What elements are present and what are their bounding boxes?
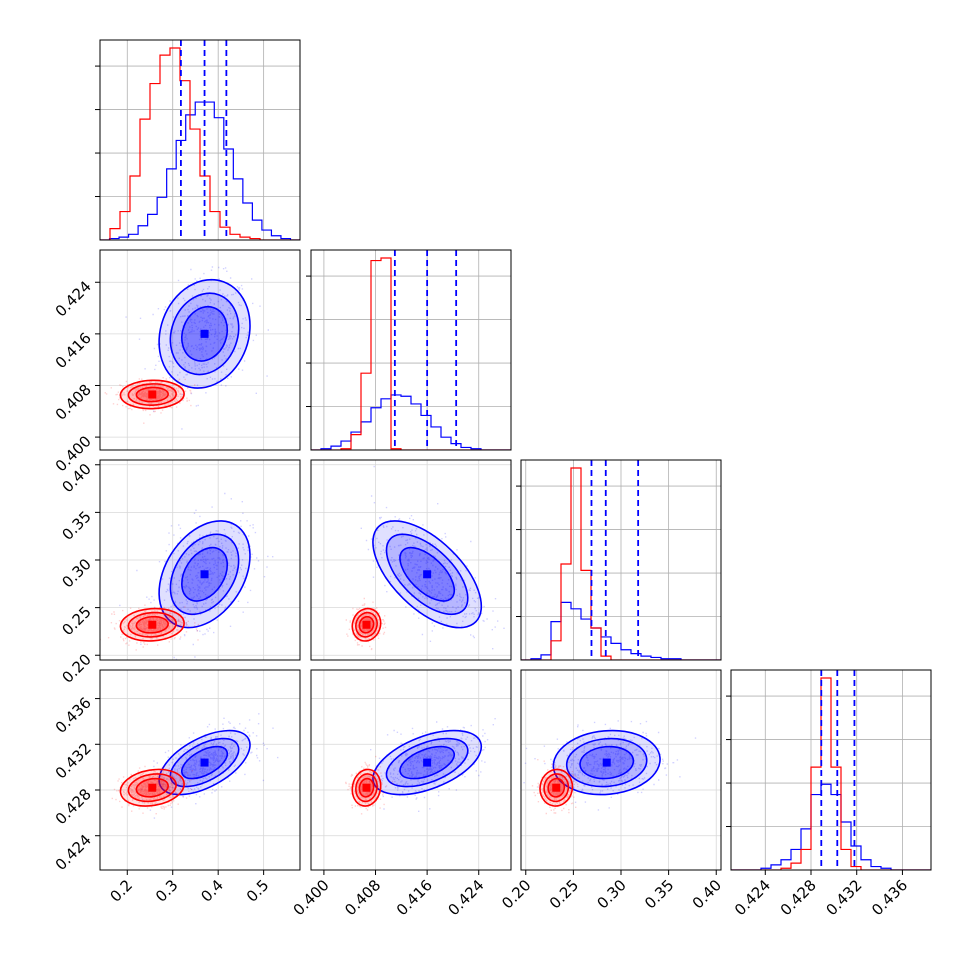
x-tick-label: 0.40 xyxy=(689,876,725,912)
density-peak-series-1 xyxy=(148,620,157,629)
panel-1-0 xyxy=(100,250,300,450)
density-peak-series-0 xyxy=(423,758,432,767)
y-tick-label: 0.416 xyxy=(52,329,95,372)
y-tick-label: 0.424 xyxy=(52,831,95,874)
x-tick-label: 0.436 xyxy=(868,876,911,919)
density-peak-series-0 xyxy=(602,758,611,767)
panel-frame xyxy=(310,249,512,451)
y-tick-label: 0.35 xyxy=(58,507,94,543)
x-tick-label: 0.424 xyxy=(731,876,774,919)
panel-2-1 xyxy=(311,460,511,660)
x-tick-label: 0.3 xyxy=(152,876,182,906)
histogram-series-0 xyxy=(100,101,300,240)
histogram-series-1 xyxy=(311,257,511,450)
y-tick-label: 0.432 xyxy=(52,739,95,782)
x-tick-label: 0.4 xyxy=(197,876,227,906)
panel-3-3 xyxy=(731,670,931,870)
histogram-series-1 xyxy=(521,467,721,660)
x-tick-label: 0.416 xyxy=(393,876,436,919)
density-peak-series-1 xyxy=(552,783,561,792)
panel-0-0 xyxy=(100,40,300,240)
scatter-series-0 xyxy=(358,718,496,812)
density-peak-series-0 xyxy=(423,570,432,579)
panel-3-0 xyxy=(100,670,300,870)
panel-frame xyxy=(520,459,722,661)
x-tick-label: 0.432 xyxy=(822,876,865,919)
panel-frame xyxy=(99,39,301,241)
y-tick-label: 0.436 xyxy=(52,694,95,737)
y-tick-label: 0.25 xyxy=(58,603,94,639)
histogram-series-1 xyxy=(100,47,300,240)
density-peak-series-0 xyxy=(200,329,209,338)
density-peak-series-0 xyxy=(200,758,209,767)
x-tick-label: 0.2 xyxy=(107,876,137,906)
x-tick-label: 0.428 xyxy=(777,876,820,919)
panel-frame xyxy=(310,669,512,871)
density-peak-series-1 xyxy=(362,783,371,792)
x-tick-label: 0.424 xyxy=(444,876,487,919)
histogram-series-0 xyxy=(521,601,721,660)
panel-frame xyxy=(99,669,301,871)
y-tick-label: 0.424 xyxy=(52,277,95,320)
y-tick-label: 0.408 xyxy=(52,381,95,424)
panel-1-1 xyxy=(311,250,511,450)
panel-2-2 xyxy=(521,460,721,660)
panel-2-0 xyxy=(100,460,300,660)
panel-frame xyxy=(730,669,932,871)
x-tick-label: 0.400 xyxy=(290,876,333,919)
density-peak-series-1 xyxy=(362,620,371,629)
y-tick-label: 0.30 xyxy=(58,555,94,591)
x-tick-label: 0.5 xyxy=(243,876,273,906)
histogram-series-0 xyxy=(731,783,931,870)
y-tick-label: 0.20 xyxy=(58,650,94,686)
x-tick-label: 0.408 xyxy=(341,876,384,919)
x-tick-label: 0.30 xyxy=(593,876,629,912)
density-peak-series-1 xyxy=(148,783,157,792)
x-tick-label: 0.25 xyxy=(546,876,582,912)
x-tick-label: 0.35 xyxy=(641,876,677,912)
panel-3-2 xyxy=(521,670,721,870)
histogram-series-0 xyxy=(311,394,511,450)
density-peak-series-0 xyxy=(200,570,209,579)
x-tick-label: 0.20 xyxy=(498,876,534,912)
scatter-series-0 xyxy=(523,720,697,811)
panel-frame xyxy=(99,249,301,451)
panel-frame xyxy=(310,459,512,661)
panel-3-1 xyxy=(311,670,511,870)
histogram-series-1 xyxy=(731,677,931,870)
density-peak-series-1 xyxy=(148,390,157,399)
y-tick-label: 0.428 xyxy=(52,785,95,828)
